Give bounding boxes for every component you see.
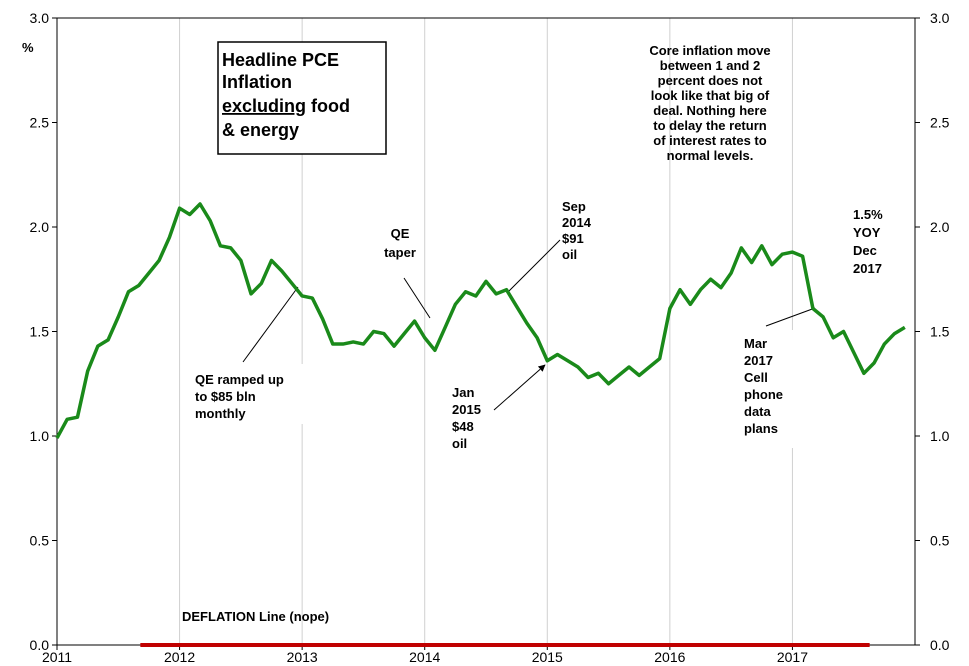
annotation: phone: [744, 387, 783, 402]
annotation: QE: [391, 226, 410, 241]
x-tick-label: 2015: [532, 649, 563, 665]
annotation: of interest rates to: [653, 133, 766, 148]
arrow: [765, 307, 816, 327]
y2-tick-label: 1.0: [930, 428, 950, 444]
annotation: $91: [562, 231, 584, 246]
title-line: excluding food: [222, 96, 350, 116]
y-tick-label: 3.0: [30, 10, 50, 26]
y-tick-label: 2.5: [30, 115, 50, 131]
y2-tick-label: 3.0: [930, 10, 950, 26]
annotation: 2015: [452, 402, 481, 417]
annotation: Sep: [562, 199, 586, 214]
y-tick-label: 1.0: [30, 428, 50, 444]
annotation: 1.5%: [853, 207, 883, 222]
data-line: [55, 202, 906, 439]
annotation: oil: [452, 436, 467, 451]
y-tick-label: 2.0: [30, 219, 50, 235]
x-tick-label: 2016: [654, 649, 685, 665]
arrow: [403, 277, 431, 319]
x-tick-label: 2014: [409, 649, 440, 665]
arrow: [507, 239, 561, 293]
y-tick-label: 0.0: [30, 637, 50, 653]
label-bg: [190, 364, 310, 424]
y-axis-label: %: [22, 40, 34, 55]
title-word: food: [311, 96, 350, 116]
annotation: look like that big of: [651, 88, 770, 103]
y-tick-label: 0.5: [30, 533, 50, 549]
annotation: data: [744, 404, 772, 419]
y-tick-label: 1.5: [30, 324, 50, 340]
x-tick-label: 2017: [777, 649, 808, 665]
y2-tick-label: 2.5: [930, 115, 950, 131]
title-line: & energy: [222, 120, 299, 140]
x-tick-label: 2012: [164, 649, 195, 665]
annotation: between 1 and 2: [660, 58, 760, 73]
annotation: taper: [384, 245, 416, 260]
arrow: [242, 286, 299, 363]
y2-tick-label: 1.5: [930, 324, 950, 340]
title-line: Headline PCE: [222, 50, 339, 70]
annotation: 2017: [853, 261, 882, 276]
annotation: oil: [562, 247, 577, 262]
title: Headline PCE Inflation excluding food & …: [222, 50, 350, 140]
annotation: 2017: [744, 353, 773, 368]
annotation: $48: [452, 419, 474, 434]
annotation: 2014: [562, 215, 592, 230]
deflation-label: DEFLATION Line (nope): [182, 609, 329, 624]
annotation: monthly: [195, 406, 246, 421]
annotation: YOY: [853, 225, 881, 240]
annotation: to $85 bln: [195, 389, 256, 404]
title-word: excluding: [222, 96, 306, 116]
label-bg: [446, 378, 492, 458]
label-bg: [738, 330, 800, 448]
title-line: Inflation: [222, 72, 292, 92]
annotation: to delay the return: [653, 118, 766, 133]
x-tick-label: 2013: [287, 649, 318, 665]
annotation: plans: [744, 421, 778, 436]
annotation: Mar: [744, 336, 767, 351]
y2-tick-label: 2.0: [930, 219, 950, 235]
annotation: Core inflation move: [649, 43, 770, 58]
y2-tick-label: 0.5: [930, 533, 950, 549]
arrow: [493, 364, 546, 411]
annotation: deal. Nothing here: [653, 103, 766, 118]
y2-tick-label: 0.0: [930, 637, 950, 653]
annotation: QE ramped up: [195, 372, 284, 387]
annotation: Cell: [744, 370, 768, 385]
annotation: Dec: [853, 243, 877, 258]
annotation: percent does not: [658, 73, 763, 88]
title-box: [217, 41, 387, 155]
annotation: Jan: [452, 385, 474, 400]
x-tick-label: 2011: [42, 649, 72, 665]
annotation: normal levels.: [667, 148, 754, 163]
